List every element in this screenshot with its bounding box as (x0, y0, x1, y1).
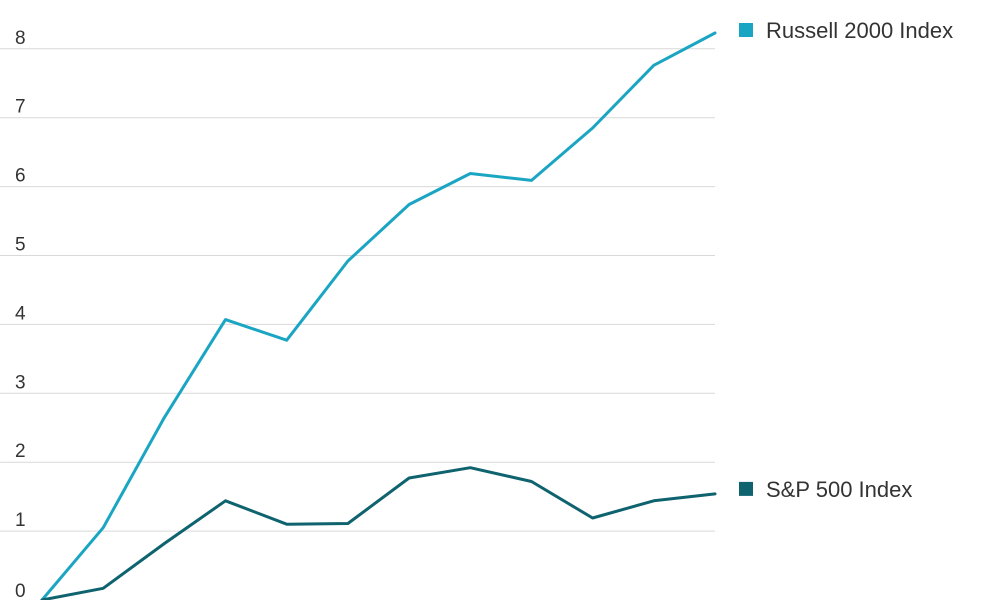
y-tick-label-0: 0 (15, 581, 26, 600)
y-tick-label-3: 3 (15, 372, 26, 393)
series-line-russell-2000-index (40, 31, 717, 600)
legend-label-sandp-500-index: S&P 500 Index (766, 477, 912, 502)
y-tick-label-2: 2 (15, 441, 26, 462)
y-tick-label-7: 7 (15, 97, 26, 118)
series-line-sandp-500-index (40, 466, 717, 600)
series-lines (40, 31, 717, 600)
gridlines (0, 48, 715, 532)
y-tick-label-4: 4 (15, 303, 26, 324)
y-tick-label-6: 6 (15, 166, 26, 187)
y-axis-tick-labels: 0 1 2 3 4 5 6 7 8 (15, 28, 26, 600)
legend-swatch-russell-2000-index (739, 23, 753, 37)
legend-swatch-sandp-500-index (739, 481, 753, 496)
legend: Russell 2000 Index S&P 500 Index (739, 18, 953, 502)
y-tick-label-5: 5 (15, 235, 26, 256)
y-tick-label-8: 8 (15, 28, 26, 49)
legend-label-russell-2000-index: Russell 2000 Index (766, 18, 953, 43)
y-tick-label-1: 1 (15, 510, 26, 531)
